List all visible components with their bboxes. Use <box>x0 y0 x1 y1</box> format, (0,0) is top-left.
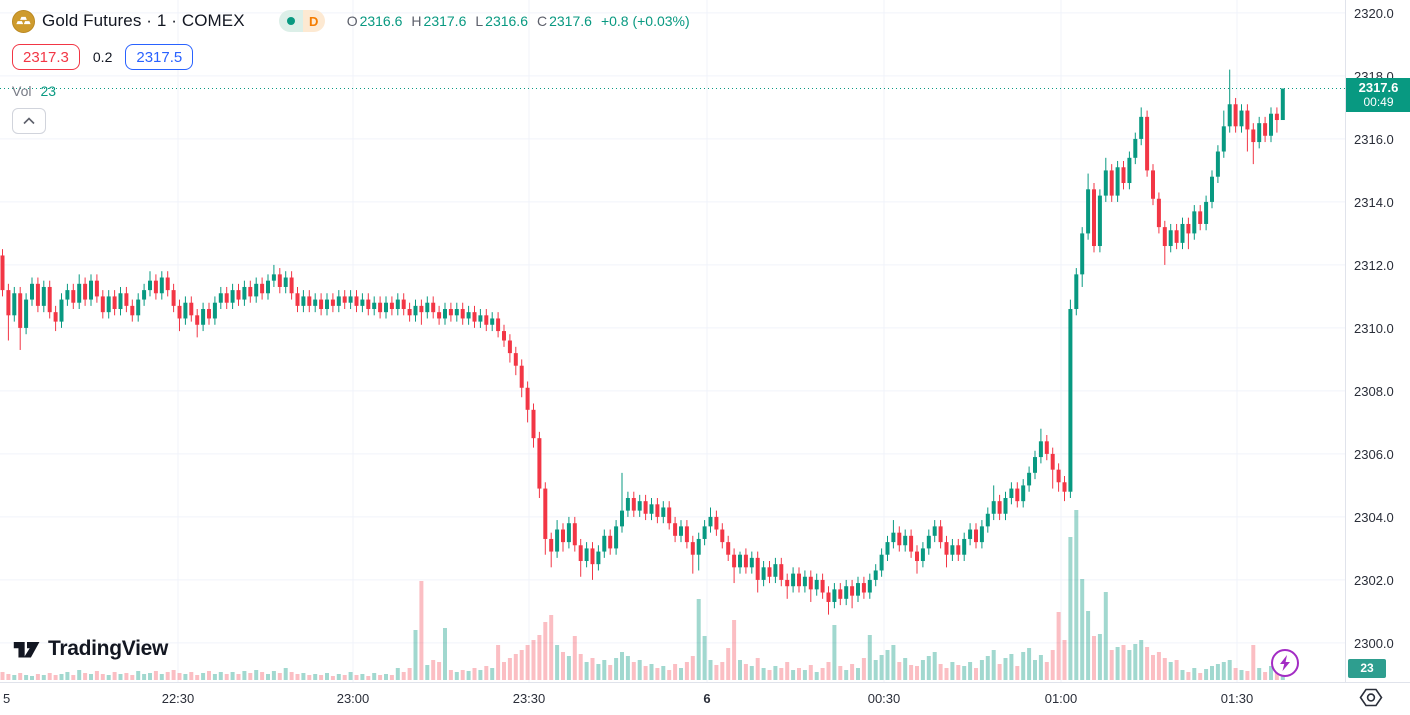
spread-value: 0.2 <box>92 49 113 65</box>
ohlc-readout: O 2316.6 H 2317.6 L 2316.6 C 2317.6 +0.8 (+0… <box>347 13 690 29</box>
price-axis[interactable]: 2317.6 00:49 23 2320.0 2318.0 2316.0 2314.0… <box>1345 0 1410 682</box>
market-status-pill[interactable]: D <box>278 10 325 32</box>
high-label: H <box>411 13 422 29</box>
bid-ask-row: 2317.3 0.2 2317.5 <box>12 44 690 70</box>
high-value: 2317.6 <box>423 13 467 29</box>
volume-series <box>0 510 1285 680</box>
open-value: 2316.6 <box>359 13 403 29</box>
price-axis-label: 2314.0 <box>1354 194 1394 210</box>
time-axis-label: 01:30 <box>1220 691 1254 706</box>
price-axis-label: 2302.0 <box>1354 572 1394 588</box>
change-value: +0.8 (+0.03%) <box>600 13 690 29</box>
last-price-badge: 2317.6 00:49 <box>1346 77 1410 112</box>
last-price-value: 2317.6 <box>1358 79 1399 95</box>
chevron-up-icon <box>23 117 35 125</box>
time-axis-label: 23:30 <box>512 691 546 706</box>
delayed-data-badge: D <box>302 10 325 32</box>
eye-visibility-button[interactable] <box>1358 686 1384 714</box>
legend-symbol-row: Gold Futures · 1 · COMEX D O 2316.6 H 2317… <box>12 9 690 33</box>
bar-countdown: 00:49 <box>1363 94 1394 109</box>
candlestick-series <box>0 69 1285 615</box>
price-axis-label: 2306.0 <box>1354 446 1394 462</box>
collapse-legend-button[interactable] <box>12 108 46 134</box>
price-axis-label: 2320.0 <box>1354 5 1394 21</box>
time-axis-label: 6 <box>703 691 711 706</box>
price-axis-label: 2312.0 <box>1354 257 1394 273</box>
buy-ask-button[interactable]: 2317.5 <box>125 44 194 70</box>
open-label: O <box>346 13 358 29</box>
gold-symbol-icon <box>12 9 35 33</box>
close-label: C <box>536 13 548 29</box>
grid-lines <box>0 0 1345 682</box>
chart-plot-area[interactable] <box>0 0 1345 682</box>
time-axis[interactable]: 5 22:30 23:00 23:30 6 00:30 01:00 01:30 <box>0 682 1410 715</box>
tradingview-logo[interactable]: TradingView <box>13 637 168 661</box>
volume-label: Vol <box>12 83 32 99</box>
market-open-dot-icon <box>286 17 295 25</box>
tradingview-logo-icon <box>13 642 40 658</box>
low-value: 2316.6 <box>485 13 528 29</box>
price-axis-label: 2300.0 <box>1354 635 1394 651</box>
lightning-bolt-icon <box>1280 655 1290 671</box>
symbol-title[interactable]: Gold Futures · 1 · COMEX <box>42 11 245 30</box>
chart-legend: Gold Futures · 1 · COMEX D O 2316.6 H 2317… <box>12 9 690 99</box>
time-axis-label: 23:00 <box>336 691 370 706</box>
price-axis-label: 2310.0 <box>1354 320 1394 336</box>
price-axis-label: 2316.0 <box>1354 131 1394 147</box>
tradingview-logo-text: TradingView <box>48 637 169 660</box>
price-axis-label: 2304.0 <box>1354 509 1394 525</box>
time-axis-label: 5 <box>3 691 11 706</box>
lightning-mode-button[interactable] <box>1271 649 1299 677</box>
close-value: 2317.6 <box>549 13 592 29</box>
price-axis-label: 2308.0 <box>1354 383 1394 399</box>
hexagon-eye-icon <box>1359 688 1383 707</box>
time-axis-label: 22:30 <box>161 691 195 706</box>
volume-legend-row: Vol 23 <box>12 83 690 99</box>
market-open-status <box>278 10 303 32</box>
time-axis-label: 00:30 <box>867 691 901 706</box>
low-label: L <box>475 13 484 29</box>
time-axis-label: 01:00 <box>1044 691 1078 706</box>
sell-bid-button[interactable]: 2317.3 <box>12 44 80 70</box>
volume-value: 23 <box>40 83 57 99</box>
volume-axis-badge: 23 <box>1348 659 1386 678</box>
